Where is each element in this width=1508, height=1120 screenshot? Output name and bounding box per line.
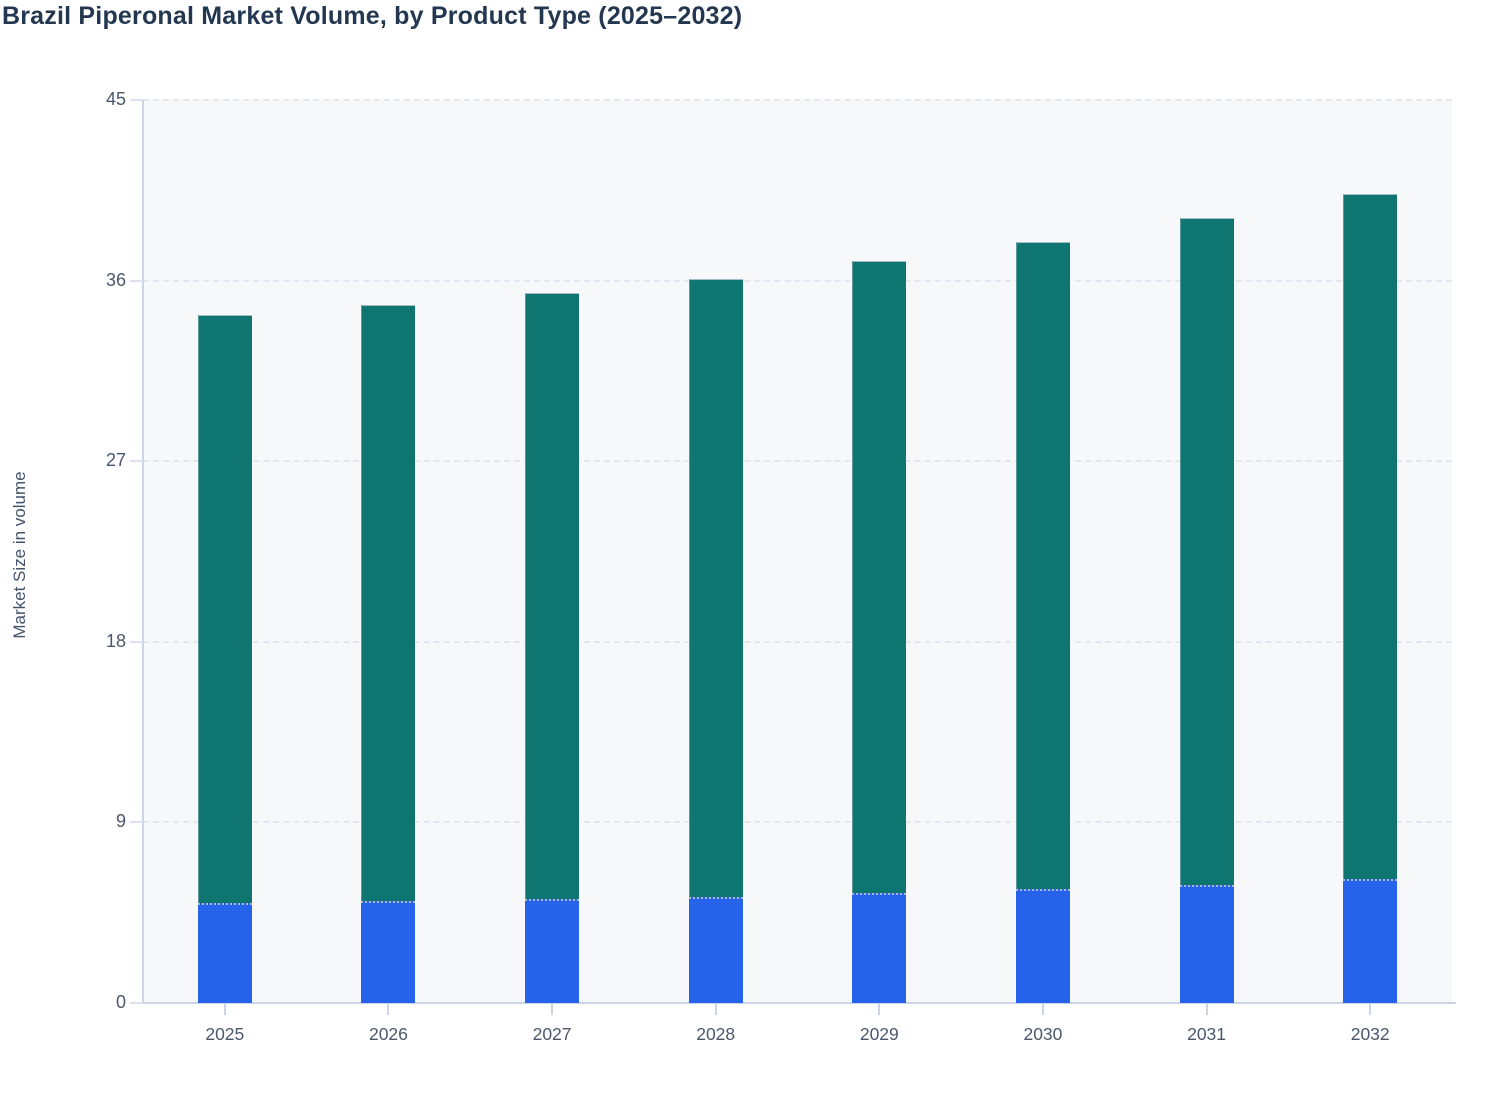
bar-2029-teal-series[interactable] bbox=[852, 260, 907, 893]
x-tick-mark-2026 bbox=[387, 1004, 390, 1015]
y-tick-label-36: 36 bbox=[105, 269, 126, 290]
y-tick-label-9: 9 bbox=[115, 811, 126, 832]
bar-2025-teal-series[interactable] bbox=[197, 314, 252, 903]
bar-2026-blue-series[interactable] bbox=[361, 900, 416, 1003]
bar-2028-teal-series[interactable] bbox=[688, 278, 743, 897]
chart-title: Brazil Piperonal Market Volume, by Produ… bbox=[2, 2, 743, 30]
bar-2032-blue-series[interactable] bbox=[1343, 878, 1398, 1003]
y-tick-label-18: 18 bbox=[105, 630, 126, 651]
bar-2031-teal-series[interactable] bbox=[1179, 218, 1234, 885]
y-tick-mark-36 bbox=[130, 279, 143, 282]
x-tick-mark-2028 bbox=[714, 1004, 717, 1015]
gridline-45 bbox=[143, 99, 1452, 101]
bar-2030-blue-series[interactable] bbox=[1015, 888, 1070, 1003]
gridline-36 bbox=[143, 279, 1452, 282]
x-tick-label-2028: 2028 bbox=[696, 1024, 736, 1044]
x-tick-mark-2025 bbox=[223, 1004, 226, 1015]
x-tick-mark-2032 bbox=[1369, 1004, 1372, 1015]
y-tick-mark-9 bbox=[130, 821, 143, 824]
bar-2027-blue-series[interactable] bbox=[525, 898, 580, 1003]
bar-2026-teal-series[interactable] bbox=[361, 304, 416, 901]
y-tick-mark-0 bbox=[130, 1002, 143, 1004]
y-tick-label-45: 45 bbox=[105, 89, 126, 109]
x-tick-label-2026: 2026 bbox=[368, 1024, 408, 1044]
plot-area bbox=[143, 100, 1452, 1003]
bar-2030-teal-series[interactable] bbox=[1015, 242, 1070, 889]
bar-2028-blue-series[interactable] bbox=[688, 896, 743, 1003]
bar-2025-blue-series[interactable] bbox=[197, 902, 252, 1003]
y-tick-label-0: 0 bbox=[115, 992, 126, 1012]
y-tick-label-27: 27 bbox=[105, 450, 126, 471]
x-tick-label-2025: 2025 bbox=[205, 1024, 245, 1044]
x-tick-label-2029: 2029 bbox=[859, 1024, 899, 1044]
x-tick-mark-2027 bbox=[551, 1004, 554, 1015]
gridline-9 bbox=[143, 821, 1452, 824]
x-tick-mark-2030 bbox=[1041, 1004, 1044, 1015]
x-tick-label-2031: 2031 bbox=[1187, 1024, 1227, 1044]
x-tick-label-2030: 2030 bbox=[1023, 1024, 1063, 1044]
y-tick-mark-18 bbox=[130, 640, 143, 643]
y-tick-mark-45 bbox=[130, 99, 143, 101]
bar-2032-teal-series[interactable] bbox=[1343, 194, 1398, 879]
bar-2031-blue-series[interactable] bbox=[1179, 884, 1234, 1003]
x-tick-label-2032: 2032 bbox=[1350, 1024, 1390, 1044]
x-tick-label-2027: 2027 bbox=[532, 1024, 572, 1044]
gridline-18 bbox=[143, 640, 1452, 643]
bar-2029-blue-series[interactable] bbox=[852, 892, 907, 1003]
bar-2027-teal-series[interactable] bbox=[525, 292, 580, 899]
y-tick-mark-27 bbox=[130, 460, 143, 463]
x-tick-mark-2029 bbox=[878, 1004, 881, 1015]
gridline-27 bbox=[143, 460, 1452, 463]
y-axis-line bbox=[142, 100, 144, 1003]
x-axis-line bbox=[131, 1002, 1456, 1004]
x-tick-mark-2031 bbox=[1205, 1004, 1208, 1015]
y-axis-title: Market Size in volume bbox=[10, 471, 29, 639]
